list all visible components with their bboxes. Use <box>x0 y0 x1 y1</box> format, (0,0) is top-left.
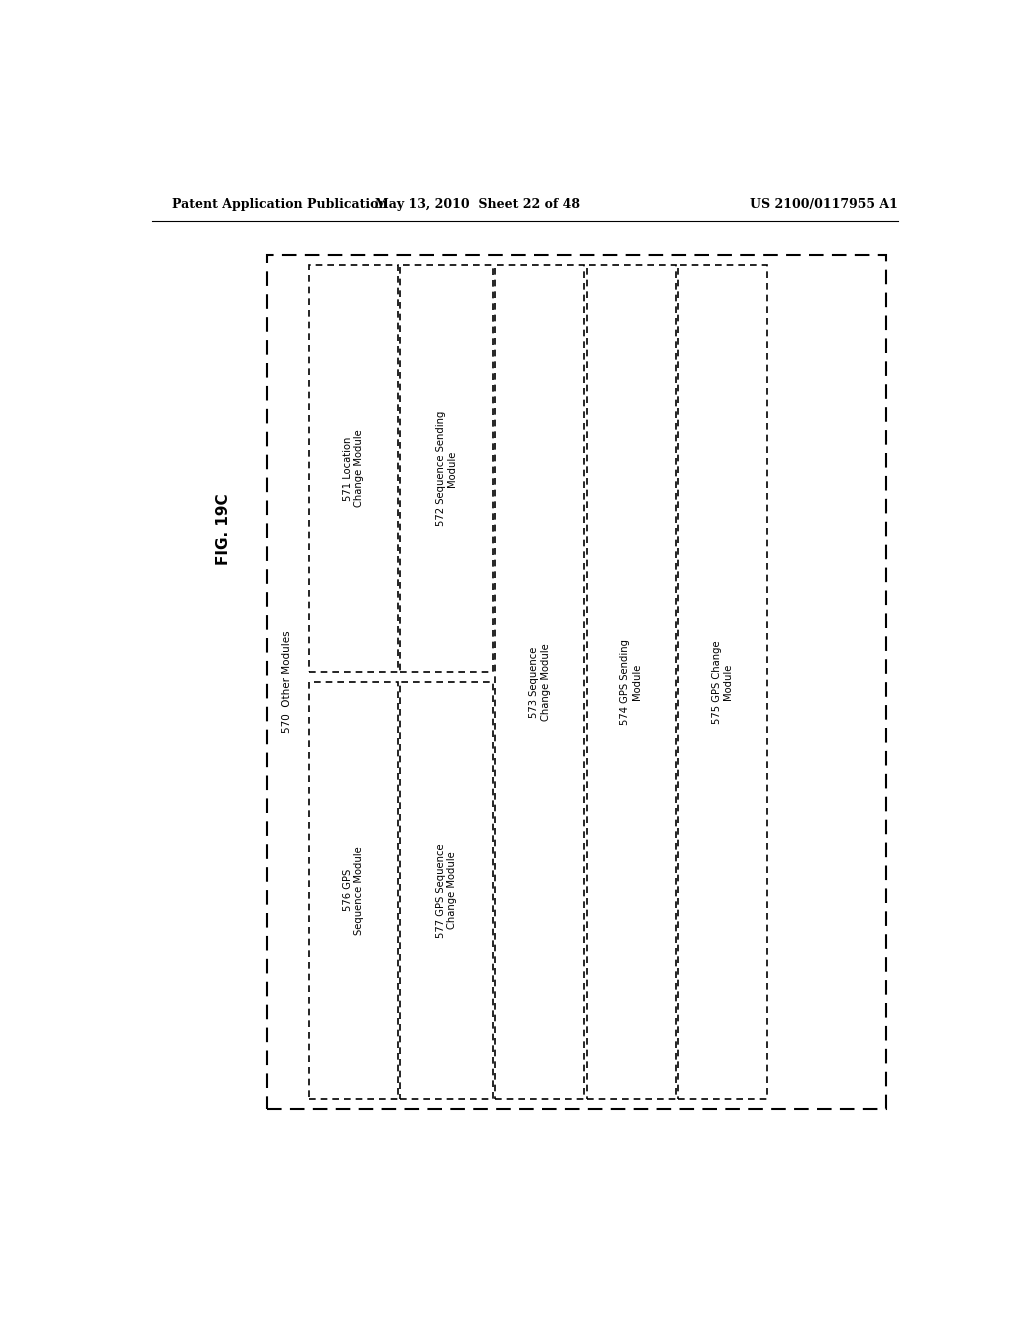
Text: US 2100/0117955 A1: US 2100/0117955 A1 <box>750 198 898 211</box>
Bar <box>400 265 494 672</box>
Text: FIG. 19C: FIG. 19C <box>216 494 230 565</box>
Bar <box>309 265 398 672</box>
Text: Patent Application Publication: Patent Application Publication <box>172 198 387 211</box>
Bar <box>587 265 676 1098</box>
Text: 577 GPS Sequence
Change Module: 577 GPS Sequence Change Module <box>436 843 458 937</box>
Text: 572 Sequence Sending
Module: 572 Sequence Sending Module <box>436 411 458 527</box>
Text: 575 GPS Change
Module: 575 GPS Change Module <box>712 640 733 723</box>
Bar <box>496 265 585 1098</box>
Text: 576 GPS
Sequence Module: 576 GPS Sequence Module <box>343 846 365 935</box>
Text: 571 Location
Change Module: 571 Location Change Module <box>343 429 365 507</box>
Bar <box>400 682 494 1098</box>
Text: 570  Other Modules: 570 Other Modules <box>282 631 292 733</box>
Text: 574 GPS Sending
Module: 574 GPS Sending Module <box>621 639 642 725</box>
Text: May 13, 2010  Sheet 22 of 48: May 13, 2010 Sheet 22 of 48 <box>375 198 580 211</box>
Bar <box>309 682 398 1098</box>
Bar <box>267 255 886 1109</box>
Text: 573 Sequence
Change Module: 573 Sequence Change Module <box>529 643 551 721</box>
Bar <box>678 265 767 1098</box>
